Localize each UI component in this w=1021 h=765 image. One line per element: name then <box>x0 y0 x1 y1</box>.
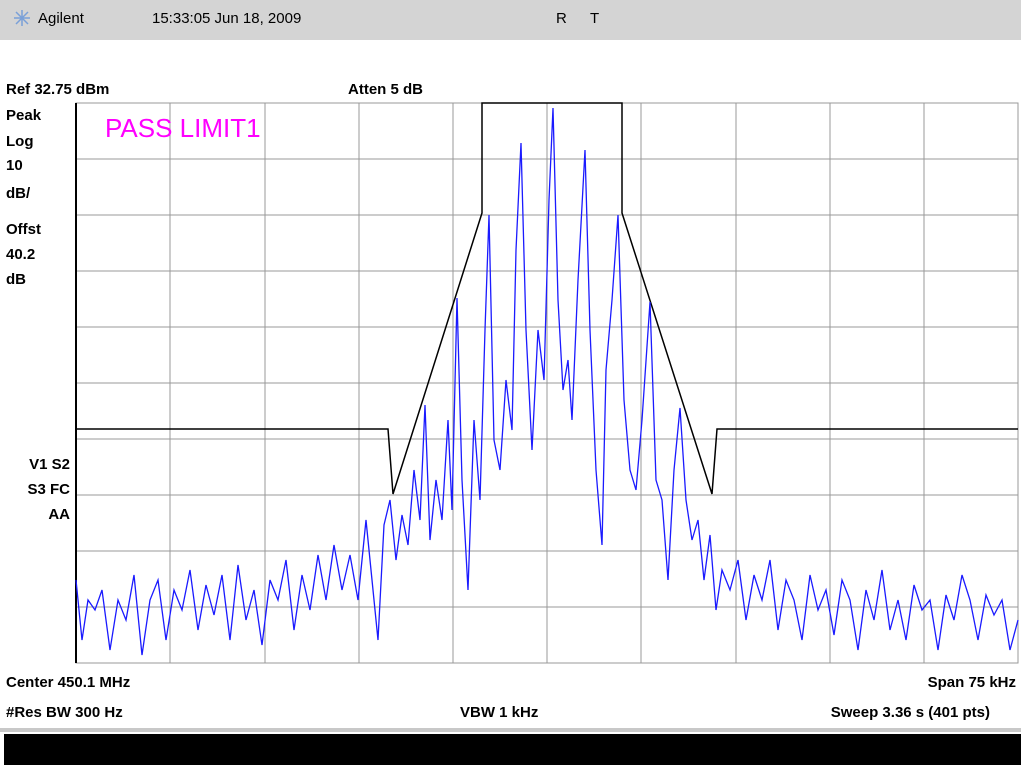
r-indicator: R <box>556 10 567 27</box>
resolution-bandwidth: #Res BW 300 Hz <box>6 704 123 721</box>
status-label: V1 S2 <box>29 456 70 473</box>
trace <box>75 107 1019 656</box>
pass-annotation: PASS LIMIT1 <box>105 113 261 143</box>
attenuation: Atten 5 dB <box>348 81 423 98</box>
span: Span 75 kHz <box>928 674 1016 691</box>
scale-label: Log <box>6 133 34 150</box>
status-label: AA <box>48 506 70 523</box>
agilent-logo <box>14 10 30 26</box>
scale-label: Peak <box>6 107 42 124</box>
datetime: 15:33:05 Jun 18, 2009 <box>152 10 301 27</box>
scale-label: dB <box>6 271 26 288</box>
scale-label: 40.2 <box>6 246 35 263</box>
softkey-bar <box>4 734 1021 765</box>
scale-label: dB/ <box>6 185 31 202</box>
sweep-time: Sweep 3.36 s (401 pts) <box>831 704 990 721</box>
ref-level: Ref 32.75 dBm <box>6 81 109 98</box>
brand: Agilent <box>38 10 85 27</box>
graticule <box>75 102 1019 664</box>
separator <box>0 728 1021 732</box>
video-bandwidth: VBW 1 kHz <box>460 704 538 721</box>
t-indicator: T <box>590 10 599 27</box>
status-label: S3 FC <box>27 481 70 498</box>
limit-line <box>76 102 1018 495</box>
title-bar <box>0 0 1021 40</box>
scale-label: Offst <box>6 221 41 238</box>
scale-label: 10 <box>6 157 23 174</box>
center-frequency: Center 450.1 MHz <box>6 674 130 691</box>
left-labels: Peak Log 10 dB/Offst 40.2 dB V1 S2 S3 FC AA <box>6 107 70 523</box>
